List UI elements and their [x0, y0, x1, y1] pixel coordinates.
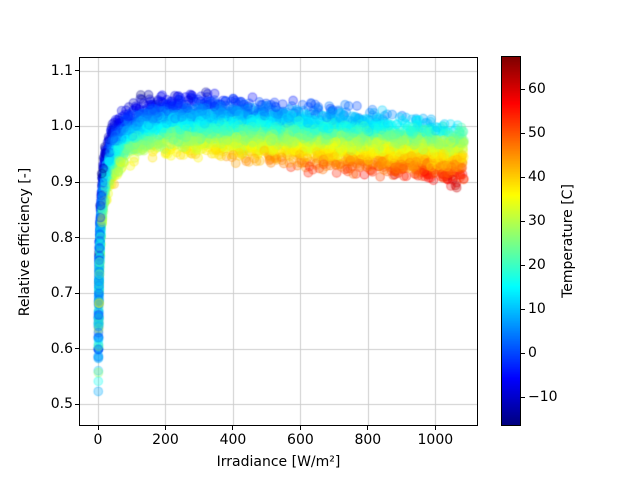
y-tick [75, 70, 79, 72]
scatter-plot-canvas [80, 58, 477, 425]
y-tick [75, 237, 79, 239]
y-tick-label: 1.0 [50, 118, 73, 135]
colorbar-tick [521, 132, 525, 134]
colorbar-tick-label: 10 [528, 301, 546, 318]
colorbar-tick [521, 396, 525, 398]
x-tick [367, 426, 369, 430]
y-tick [75, 181, 79, 183]
x-tick-label: 400 [219, 432, 247, 448]
colorbar-tick-label: −10 [528, 389, 558, 406]
y-tick-label: 0.8 [50, 229, 73, 246]
x-tick [299, 426, 301, 430]
y-tick [75, 403, 79, 405]
colorbar-tick [521, 308, 525, 310]
colorbar-tick [521, 88, 525, 90]
colorbar-label: Temperature [C] [560, 184, 576, 298]
colorbar-tick-label: 20 [528, 257, 546, 274]
x-tick [164, 426, 166, 430]
colorbar-tick [521, 264, 525, 266]
colorbar [501, 56, 521, 426]
colorbar-tick-label: 60 [528, 81, 546, 98]
x-tick-label: 0 [93, 432, 103, 448]
colorbar-tick-label: 0 [528, 345, 537, 362]
y-tick [75, 292, 79, 294]
colorbar-tick-label: 50 [528, 125, 546, 142]
colorbar-tick-label: 30 [528, 213, 546, 230]
x-axis-label: Irradiance [W/m²] [216, 454, 341, 470]
x-tick-label: 1000 [417, 432, 454, 448]
colorbar-tick [521, 220, 525, 222]
y-tick-label: 1.1 [50, 62, 73, 79]
y-axis-label: Relative efficiency [-] [17, 167, 33, 317]
x-tick-label: 600 [287, 432, 314, 448]
x-tick-label: 800 [354, 432, 382, 448]
colorbar-tick [521, 352, 525, 354]
y-tick-label: 0.5 [50, 396, 73, 413]
x-tick [434, 426, 436, 430]
y-tick [75, 348, 79, 350]
x-tick-label: 200 [152, 432, 179, 448]
x-tick [232, 426, 234, 430]
y-tick [75, 125, 79, 127]
y-tick-label: 0.7 [50, 285, 73, 302]
y-tick-label: 0.9 [50, 174, 73, 190]
y-tick-label: 0.6 [50, 340, 73, 357]
colorbar-tick [521, 176, 525, 178]
x-tick [97, 426, 99, 430]
colorbar-tick-label: 40 [528, 169, 546, 186]
